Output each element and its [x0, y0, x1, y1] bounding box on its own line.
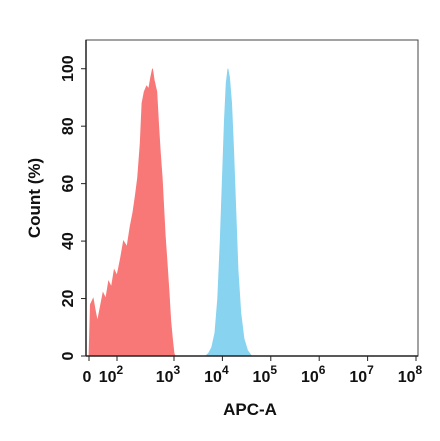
y-tick-label-1: 20 [60, 290, 77, 308]
y-tick-label-5: 100 [60, 55, 77, 82]
x-tick-label-0: 0 [83, 369, 92, 386]
y-tick-label-2: 40 [60, 232, 77, 250]
series-layer [88, 68, 253, 357]
histogram-series-1 [88, 68, 176, 357]
x-tick-label-1: 102 [99, 363, 124, 386]
y-axis-title: Count (%) [25, 158, 44, 238]
x-axis-title: APC-A [223, 400, 277, 419]
x-tick-label-6: 107 [349, 363, 374, 386]
x-tick-label-3: 104 [204, 363, 229, 386]
x-tick-label-2: 103 [156, 363, 181, 386]
y-tick-label-3: 60 [60, 175, 77, 193]
x-tick-label-5: 106 [301, 363, 326, 386]
y-tick-layer: 0 20 40 60 80 100 [60, 55, 86, 360]
x-tick-label-4: 105 [253, 363, 278, 386]
x-tick-layer: 0 102 103 104 105 106 107 108 [83, 356, 423, 386]
x-tick-label-7: 108 [398, 363, 423, 386]
y-tick-label-0: 0 [60, 351, 77, 360]
histogram-series-2 [204, 68, 253, 357]
y-tick-label-4: 80 [60, 117, 77, 135]
